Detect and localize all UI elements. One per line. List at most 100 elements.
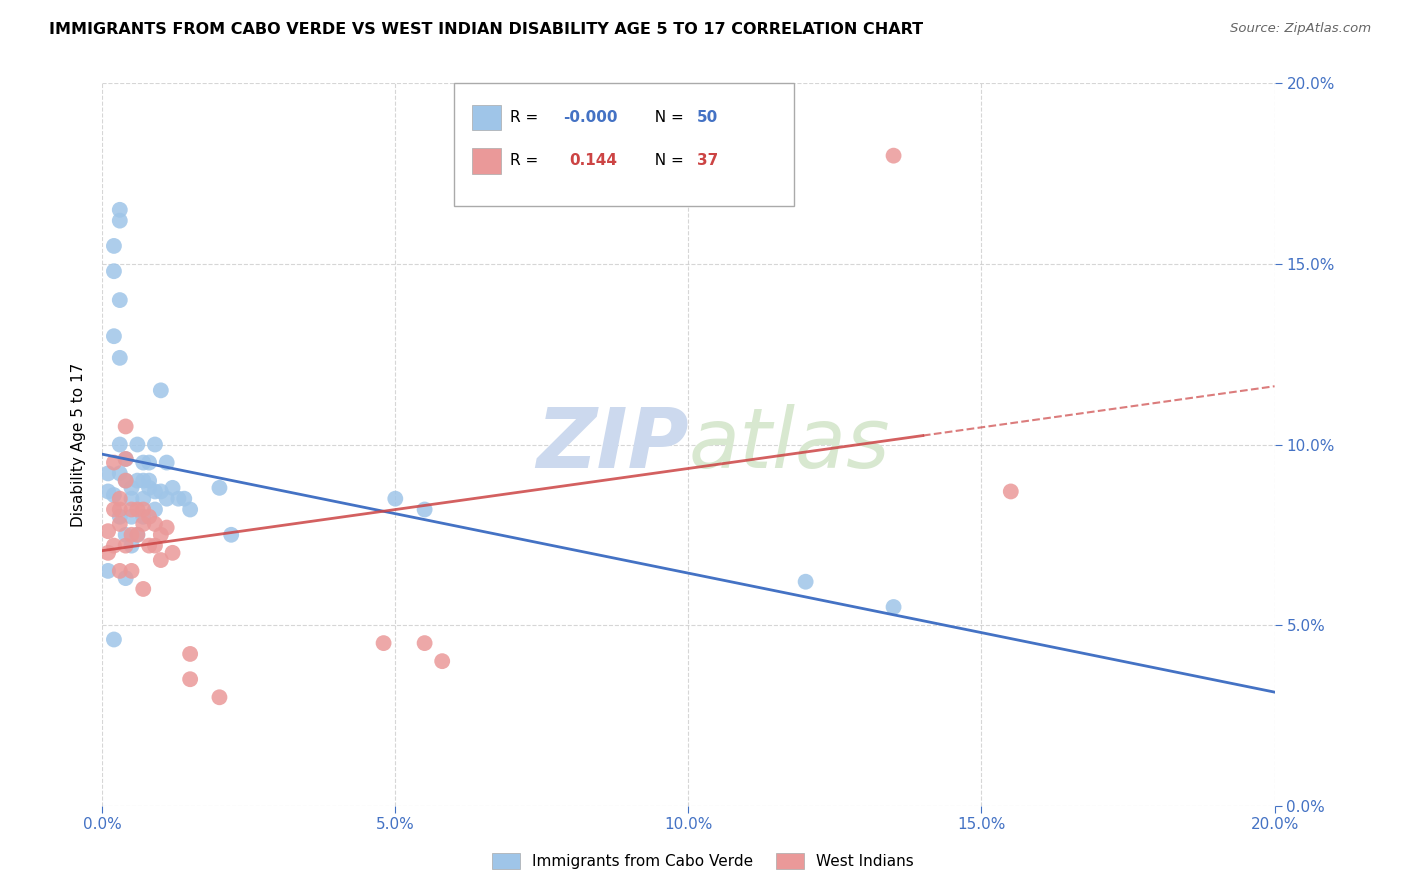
Point bbox=[108, 509, 131, 524]
Point bbox=[108, 437, 131, 451]
Point bbox=[208, 690, 231, 705]
Point bbox=[883, 149, 905, 163]
Point bbox=[132, 456, 155, 470]
Point bbox=[149, 553, 172, 567]
Point bbox=[103, 502, 125, 516]
Point bbox=[132, 474, 155, 488]
Point bbox=[121, 481, 143, 495]
Point bbox=[103, 539, 125, 553]
Point bbox=[97, 546, 120, 560]
Point bbox=[103, 488, 125, 502]
Point bbox=[149, 384, 172, 398]
Point bbox=[108, 293, 131, 307]
Point bbox=[156, 491, 179, 506]
Point bbox=[114, 528, 136, 542]
Point bbox=[108, 202, 131, 217]
Point bbox=[114, 539, 136, 553]
Point bbox=[384, 491, 406, 506]
Point bbox=[413, 502, 436, 516]
Point bbox=[1000, 484, 1022, 499]
Point bbox=[114, 571, 136, 585]
Point bbox=[138, 474, 160, 488]
Point bbox=[127, 437, 149, 451]
Point bbox=[132, 509, 155, 524]
FancyBboxPatch shape bbox=[454, 84, 794, 206]
Point bbox=[179, 672, 201, 686]
Point bbox=[149, 484, 172, 499]
Point bbox=[138, 456, 160, 470]
Point bbox=[114, 474, 136, 488]
Y-axis label: Disability Age 5 to 17: Disability Age 5 to 17 bbox=[72, 362, 86, 526]
Point bbox=[132, 582, 155, 596]
Point bbox=[97, 484, 120, 499]
Point bbox=[121, 564, 143, 578]
Point bbox=[103, 329, 125, 343]
Point bbox=[108, 467, 131, 481]
Point bbox=[219, 528, 242, 542]
Point bbox=[127, 474, 149, 488]
Text: -0.000: -0.000 bbox=[562, 110, 617, 125]
Point bbox=[121, 502, 143, 516]
Point bbox=[156, 520, 179, 534]
Text: Source: ZipAtlas.com: Source: ZipAtlas.com bbox=[1230, 22, 1371, 36]
Point bbox=[108, 491, 131, 506]
Point bbox=[432, 654, 454, 668]
Point bbox=[97, 564, 120, 578]
Point bbox=[132, 502, 155, 516]
Text: N =: N = bbox=[645, 110, 689, 125]
Text: ZIP: ZIP bbox=[536, 404, 689, 485]
FancyBboxPatch shape bbox=[471, 148, 501, 174]
Point bbox=[132, 491, 155, 506]
Point bbox=[173, 491, 195, 506]
Point bbox=[114, 474, 136, 488]
Point bbox=[103, 456, 125, 470]
Point bbox=[162, 546, 184, 560]
Point bbox=[162, 481, 184, 495]
Text: R =: R = bbox=[510, 110, 543, 125]
Point bbox=[108, 502, 131, 516]
Text: 0.144: 0.144 bbox=[569, 153, 617, 169]
Text: IMMIGRANTS FROM CABO VERDE VS WEST INDIAN DISABILITY AGE 5 TO 17 CORRELATION CHA: IMMIGRANTS FROM CABO VERDE VS WEST INDIA… bbox=[49, 22, 924, 37]
Point bbox=[143, 437, 166, 451]
Point bbox=[149, 528, 172, 542]
Point bbox=[156, 456, 179, 470]
Point bbox=[97, 467, 120, 481]
Legend: Immigrants from Cabo Verde, West Indians: Immigrants from Cabo Verde, West Indians bbox=[486, 847, 920, 875]
Point bbox=[143, 539, 166, 553]
Point bbox=[121, 491, 143, 506]
Text: atlas: atlas bbox=[689, 404, 890, 485]
Point bbox=[132, 516, 155, 531]
Point bbox=[108, 213, 131, 227]
Point bbox=[108, 564, 131, 578]
Point bbox=[179, 647, 201, 661]
Point bbox=[114, 452, 136, 467]
Point bbox=[121, 528, 143, 542]
Point bbox=[138, 481, 160, 495]
Point bbox=[127, 528, 149, 542]
Point bbox=[121, 539, 143, 553]
Point bbox=[127, 528, 149, 542]
Point bbox=[179, 502, 201, 516]
Point bbox=[373, 636, 395, 650]
Point bbox=[97, 524, 120, 538]
Point bbox=[127, 502, 149, 516]
Point bbox=[167, 491, 190, 506]
Point bbox=[143, 502, 166, 516]
Text: R =: R = bbox=[510, 153, 548, 169]
Point bbox=[103, 264, 125, 278]
Point bbox=[108, 351, 131, 365]
Text: 37: 37 bbox=[696, 153, 718, 169]
Point bbox=[143, 484, 166, 499]
Point bbox=[138, 509, 160, 524]
Point bbox=[883, 599, 905, 614]
Point bbox=[143, 516, 166, 531]
Point bbox=[138, 539, 160, 553]
Text: N =: N = bbox=[645, 153, 689, 169]
Text: 50: 50 bbox=[696, 110, 718, 125]
Point bbox=[103, 239, 125, 253]
Point bbox=[413, 636, 436, 650]
Point bbox=[103, 632, 125, 647]
Point bbox=[114, 452, 136, 467]
Point bbox=[794, 574, 817, 589]
Point bbox=[108, 516, 131, 531]
